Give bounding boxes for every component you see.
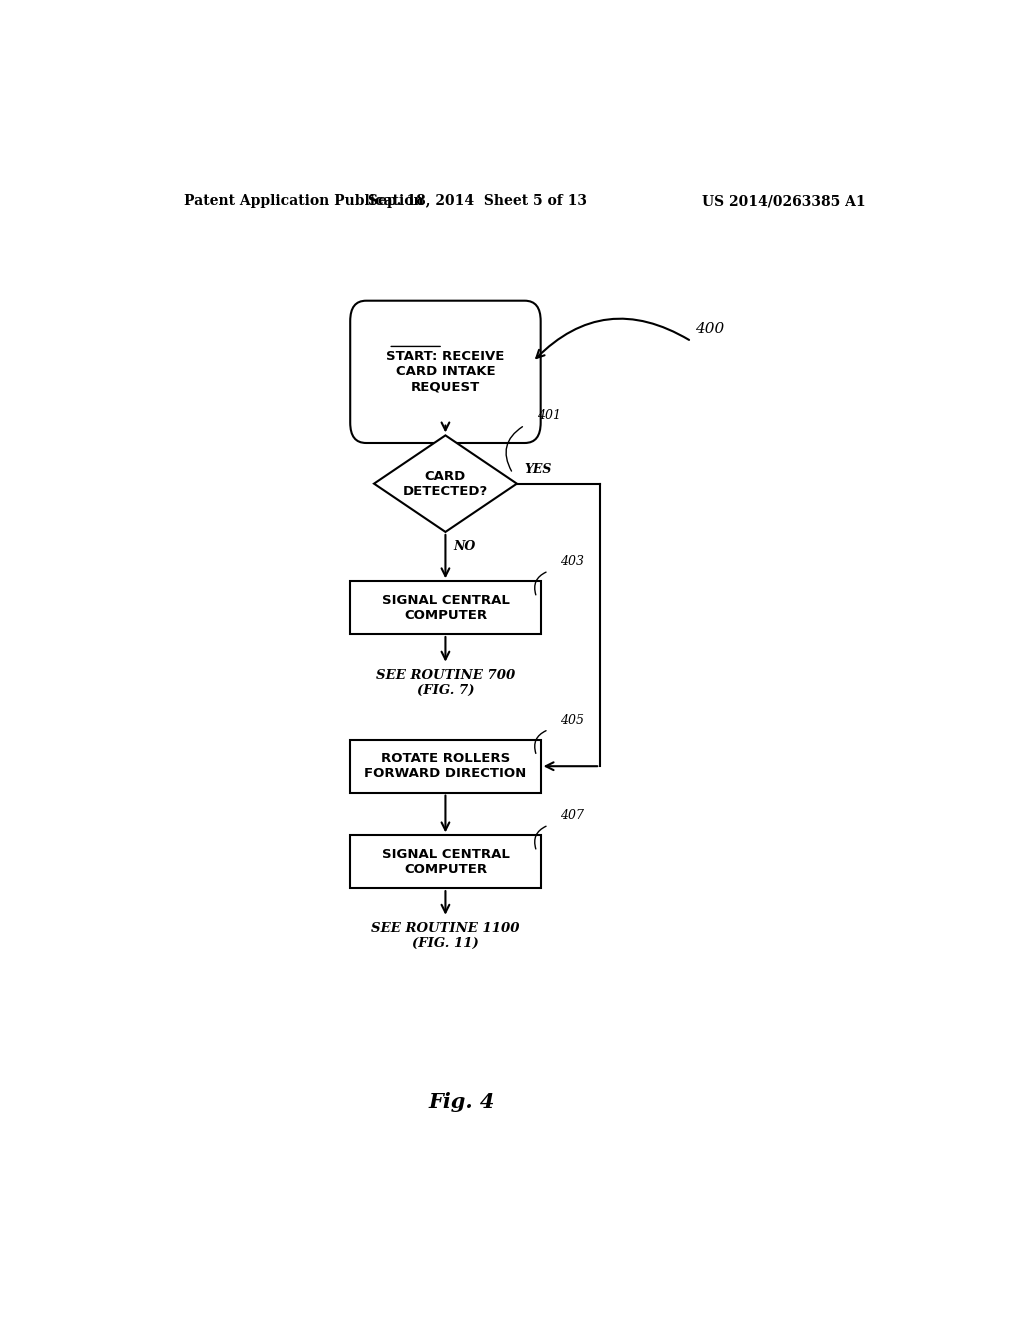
Text: 407: 407 xyxy=(560,809,585,822)
Text: 405: 405 xyxy=(560,714,585,726)
Text: ROTATE ROLLERS
FORWARD DIRECTION: ROTATE ROLLERS FORWARD DIRECTION xyxy=(365,752,526,780)
Text: Sep. 18, 2014  Sheet 5 of 13: Sep. 18, 2014 Sheet 5 of 13 xyxy=(368,194,587,209)
Text: 400: 400 xyxy=(695,322,725,337)
FancyBboxPatch shape xyxy=(350,301,541,444)
Text: US 2014/0263385 A1: US 2014/0263385 A1 xyxy=(702,194,866,209)
Text: YES: YES xyxy=(524,462,552,475)
Text: 401: 401 xyxy=(537,409,561,422)
Text: SIGNAL CENTRAL
COMPUTER: SIGNAL CENTRAL COMPUTER xyxy=(382,847,509,875)
Text: Fig. 4: Fig. 4 xyxy=(428,1092,495,1111)
Text: NO: NO xyxy=(454,540,475,553)
Polygon shape xyxy=(374,436,517,532)
FancyBboxPatch shape xyxy=(350,836,541,888)
Text: SEE ROUTINE 1100
(FIG. 11): SEE ROUTINE 1100 (FIG. 11) xyxy=(371,921,520,950)
FancyBboxPatch shape xyxy=(350,581,541,634)
Text: SIGNAL CENTRAL
COMPUTER: SIGNAL CENTRAL COMPUTER xyxy=(382,594,509,622)
Text: SEE ROUTINE 700
(FIG. 7): SEE ROUTINE 700 (FIG. 7) xyxy=(376,669,515,697)
Text: CARD
DETECTED?: CARD DETECTED? xyxy=(402,470,488,498)
Text: 403: 403 xyxy=(560,554,585,568)
FancyBboxPatch shape xyxy=(350,739,541,792)
Text: Patent Application Publication: Patent Application Publication xyxy=(183,194,423,209)
Text: START: RECEIVE
CARD INTAKE
REQUEST: START: RECEIVE CARD INTAKE REQUEST xyxy=(386,350,505,393)
